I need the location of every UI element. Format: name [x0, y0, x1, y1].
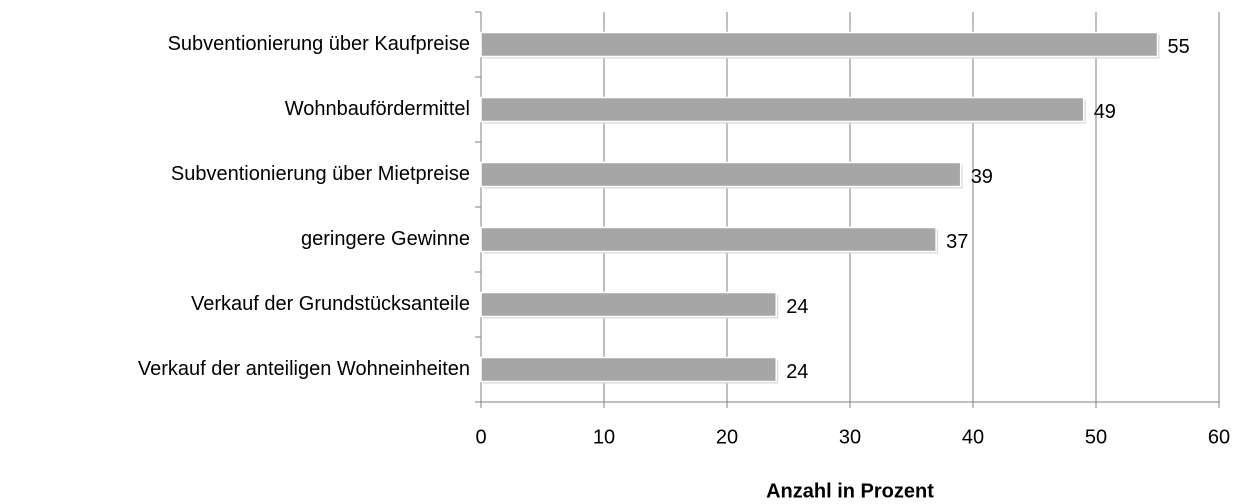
- x-tick-label: 30: [839, 426, 861, 448]
- y-tick-label: Subventionierung über Kaufpreise: [168, 33, 470, 55]
- y-tick-label: Verkauf der anteiligen Wohneinheiten: [138, 358, 470, 380]
- y-tick-label: geringere Gewinne: [301, 228, 470, 250]
- x-axis-label: Anzahl in Prozent: [766, 480, 934, 502]
- bar: [480, 96, 1085, 123]
- bar: [480, 31, 1159, 58]
- data-label: 37: [946, 231, 968, 253]
- bar: [480, 291, 777, 318]
- x-tick-label: 50: [1085, 426, 1107, 448]
- x-tick-label: 0: [475, 426, 486, 448]
- y-tick-label: Verkauf der Grundstücksanteile: [191, 293, 470, 315]
- x-tick-label: 60: [1208, 426, 1230, 448]
- data-label: 55: [1168, 36, 1190, 58]
- data-label: 24: [786, 296, 808, 318]
- y-tick-label: Subventionierung über Mietpreise: [171, 163, 470, 185]
- x-tick-label: 20: [716, 426, 738, 448]
- y-tick-label: Wohnbaufördermittel: [285, 98, 470, 120]
- bar: [480, 226, 937, 253]
- data-label: 49: [1094, 101, 1116, 123]
- x-tick-label: 40: [962, 426, 984, 448]
- data-label: 39: [971, 166, 993, 188]
- bar: [480, 356, 777, 383]
- bar: [480, 161, 962, 188]
- x-tick-label: 10: [593, 426, 615, 448]
- data-label: 24: [786, 361, 808, 383]
